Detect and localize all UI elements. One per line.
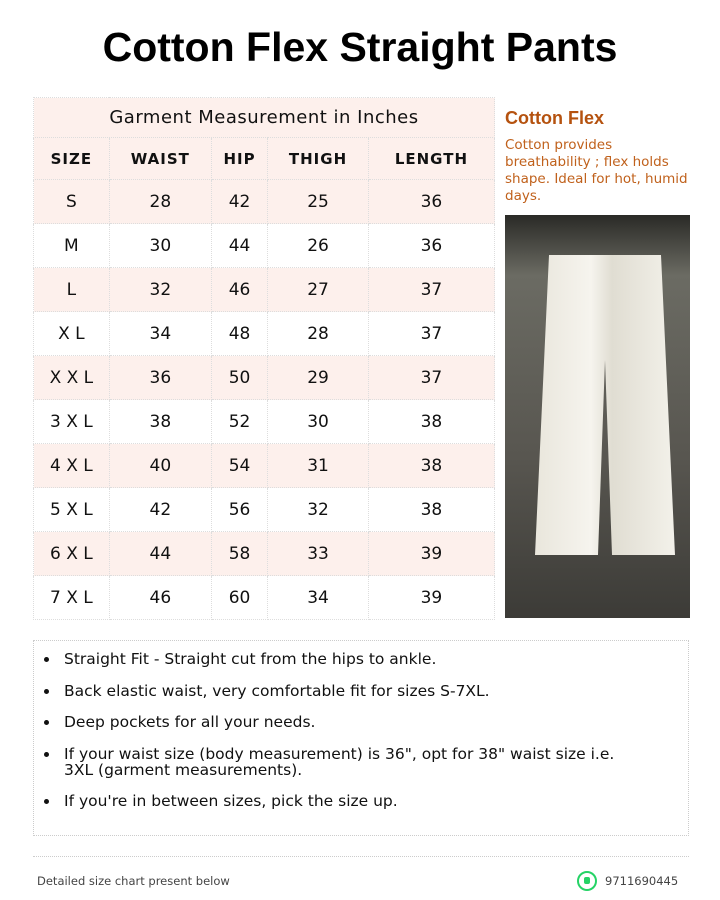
table-row: 7 X L 46 60 34 39 bbox=[33, 575, 496, 620]
table-row: X L 34 48 28 37 bbox=[33, 311, 496, 356]
table-cell: 3 X L bbox=[33, 399, 110, 444]
table-cell: X X L bbox=[33, 355, 110, 400]
table-cell: 38 bbox=[367, 487, 496, 532]
table-cell: 32 bbox=[108, 267, 212, 312]
whatsapp-icon bbox=[577, 871, 597, 891]
feature-item: Straight Fit - Straight cut from the hip… bbox=[60, 651, 688, 667]
table-row: 3 X L 38 52 30 38 bbox=[33, 399, 496, 444]
table-cell: 40 bbox=[108, 443, 212, 488]
table-row: 6 X L 44 58 33 39 bbox=[33, 531, 496, 576]
table-cell: 25 bbox=[267, 179, 369, 224]
table-cell: 46 bbox=[210, 267, 269, 312]
feature-item: Back elastic waist, very comfortable fit… bbox=[60, 683, 688, 699]
table-cell: 37 bbox=[367, 311, 496, 356]
contact[interactable]: 9711690445 bbox=[577, 871, 678, 891]
table-cell: S bbox=[33, 179, 110, 224]
table-row: M 30 44 26 36 bbox=[33, 223, 496, 268]
table-cell: 60 bbox=[210, 575, 269, 620]
table-cell: 52 bbox=[210, 399, 269, 444]
table-cell: X L bbox=[33, 311, 110, 356]
column-header: WAIST bbox=[108, 137, 212, 180]
table-cell: L bbox=[33, 267, 110, 312]
table-cell: 28 bbox=[267, 311, 369, 356]
table-cell: 30 bbox=[267, 399, 369, 444]
table-cell: 37 bbox=[367, 355, 496, 400]
column-header: HIP bbox=[210, 137, 269, 180]
table-cell: 36 bbox=[108, 355, 212, 400]
table-cell: 36 bbox=[367, 179, 496, 224]
table-cell: 39 bbox=[367, 575, 496, 620]
table-row: 4 X L 40 54 31 38 bbox=[33, 443, 496, 488]
table-cell: 44 bbox=[108, 531, 212, 576]
table-cell: 7 X L bbox=[33, 575, 110, 620]
column-header: SIZE bbox=[33, 137, 110, 180]
phone-number[interactable]: 9711690445 bbox=[605, 874, 679, 888]
table-cell: 5 X L bbox=[33, 487, 110, 532]
table-cell: 37 bbox=[367, 267, 496, 312]
table-cell: 44 bbox=[210, 223, 269, 268]
table-cell: 34 bbox=[108, 311, 212, 356]
footer-note: Detailed size chart present below bbox=[37, 874, 230, 888]
table-row: X X L 36 50 29 37 bbox=[33, 355, 496, 400]
table-cell: M bbox=[33, 223, 110, 268]
table-cell: 34 bbox=[267, 575, 369, 620]
table-cell: 33 bbox=[267, 531, 369, 576]
feature-item: Deep pockets for all your needs. bbox=[60, 714, 688, 730]
features-list: Straight Fit - Straight cut from the hip… bbox=[33, 640, 689, 836]
divider bbox=[33, 856, 689, 857]
table-cell: 29 bbox=[267, 355, 369, 400]
table-cell: 31 bbox=[267, 443, 369, 488]
feature-item: If your waist size (body measurement) is… bbox=[60, 746, 620, 778]
column-header: THIGH bbox=[267, 137, 369, 180]
table-cell: 4 X L bbox=[33, 443, 110, 488]
fabric-info: Cotton Flex Cotton provides breathabilit… bbox=[505, 108, 695, 205]
table-cell: 26 bbox=[267, 223, 369, 268]
table-cell: 56 bbox=[210, 487, 269, 532]
table-cell: 50 bbox=[210, 355, 269, 400]
size-chart-table: Garment Measurement in Inches SIZE WAIST H… bbox=[33, 97, 496, 620]
table-caption: Garment Measurement in Inches bbox=[33, 97, 495, 138]
table-cell: 28 bbox=[108, 179, 212, 224]
table-row: S 28 42 25 36 bbox=[33, 179, 496, 224]
table-cell: 38 bbox=[108, 399, 212, 444]
table-cell: 46 bbox=[108, 575, 212, 620]
table-cell: 6 X L bbox=[33, 531, 110, 576]
table-row: L 32 46 27 37 bbox=[33, 267, 496, 312]
fabric-heading: Cotton Flex bbox=[505, 108, 604, 128]
table-cell: 32 bbox=[267, 487, 369, 532]
table-cell: 48 bbox=[210, 311, 269, 356]
table-cell: 27 bbox=[267, 267, 369, 312]
table-cell: 38 bbox=[367, 399, 496, 444]
table-row: 5 X L 42 56 32 38 bbox=[33, 487, 496, 532]
fabric-description: Cotton provides breathability ; flex hol… bbox=[505, 137, 688, 204]
table-cell: 54 bbox=[210, 443, 269, 488]
table-cell: 36 bbox=[367, 223, 496, 268]
page-title: Cotton Flex Straight Pants bbox=[102, 24, 618, 70]
column-header: LENGTH bbox=[367, 137, 496, 180]
table-cell: 58 bbox=[210, 531, 269, 576]
table-cell: 38 bbox=[367, 443, 496, 488]
table-cell: 30 bbox=[108, 223, 212, 268]
feature-item: If you're in between sizes, pick the siz… bbox=[60, 793, 688, 809]
product-photo bbox=[505, 215, 690, 618]
table-cell: 42 bbox=[210, 179, 269, 224]
table-cell: 39 bbox=[367, 531, 496, 576]
table-cell: 42 bbox=[108, 487, 212, 532]
pants-image bbox=[535, 255, 675, 555]
